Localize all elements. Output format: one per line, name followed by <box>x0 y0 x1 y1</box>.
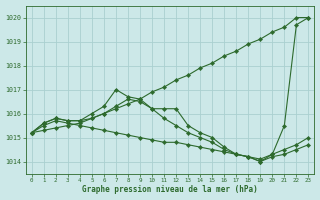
X-axis label: Graphe pression niveau de la mer (hPa): Graphe pression niveau de la mer (hPa) <box>82 185 258 194</box>
